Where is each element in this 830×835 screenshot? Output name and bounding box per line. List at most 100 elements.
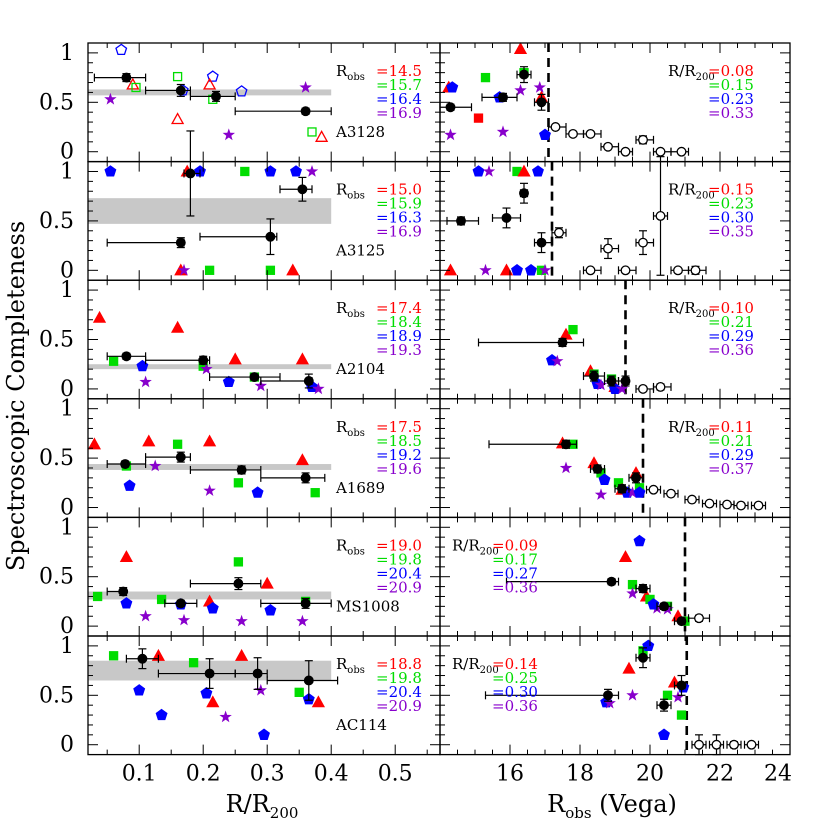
colored-point [234,648,249,661]
y-tick-label: 0 [60,733,74,758]
colored-point [446,81,459,93]
colored-point [200,362,213,375]
binned-point [300,598,311,609]
colored-point [104,92,117,105]
binned-point-open [666,488,676,499]
robs-label-title-sub: obs [347,191,365,202]
binned-point [121,351,132,362]
binned-point [175,237,186,248]
colored-point [443,263,458,276]
r200-label-title-sub: 200 [696,191,715,202]
y-tick-label: 0.5 [39,683,74,708]
colored-point [235,85,248,97]
binned-point [118,586,129,597]
binned-point-open [620,265,631,276]
colored-point [177,613,191,626]
binned-point-open [704,498,715,509]
binned-point-open [694,739,704,750]
binned-point-open [585,265,596,276]
robs-label-value: =14.5 [376,62,422,80]
binned-point-open [550,122,561,132]
r200-label-title: R/R200 [452,536,499,557]
right-panel [488,398,767,518]
colored-point [647,598,660,610]
colored-point [551,354,564,367]
y-axis-label: Spectroscopic Completeness [2,221,30,571]
binned-point [501,212,512,223]
colored-point [115,43,128,56]
colored-point [511,263,523,276]
r200-label-value: =0.15 [708,181,754,199]
cluster-name: A2104 [335,360,385,378]
binned-point [303,376,314,386]
binned-point-open [638,383,648,394]
colored-point [539,128,551,141]
left-panel [88,310,332,395]
cluster-name: A3128 [335,123,385,141]
colored-point [233,478,244,488]
r200-label-title-sub: 200 [696,309,715,320]
left-panel [88,130,332,276]
y-tick-label: 0.5 [39,328,74,353]
binned-point [592,464,603,474]
robs-label-title: Robs [336,62,365,83]
binned-point [456,215,466,226]
binned-point [631,472,641,483]
r200-label-value: =0.27 [492,564,538,582]
colored-point [480,72,491,83]
colored-point [525,263,537,276]
colored-point [517,164,531,177]
binned-point [137,653,148,664]
colored-point [222,375,235,388]
colored-point [482,165,496,177]
colored-point [305,165,319,177]
colored-point [633,486,646,498]
r200-label-value: =0.21 [708,432,754,450]
binned-point [211,91,221,102]
colored-point [92,591,103,602]
binned-point [121,72,132,83]
r200-label-title-main: R/R [452,655,480,673]
y-tick-label: 0 [60,258,74,283]
binned-point-open [620,146,631,157]
binned-point-open [638,134,648,145]
colored-point [513,42,528,54]
binned-point [175,452,186,463]
binned-point-open [638,237,648,248]
right-panel [439,42,690,162]
binned-point-open [753,500,764,511]
binned-point-open [655,381,666,392]
binned-point-open [676,146,687,157]
colored-point [295,352,310,365]
x-tick-label-left: 0.2 [186,762,221,787]
colored-point [307,127,317,137]
binned-point [300,472,311,483]
binned-point-open [673,265,683,276]
binned-point-open [736,500,746,511]
r200-label-title: R/R200 [668,299,715,320]
robs-label-title: Robs [336,181,365,202]
r200-label-title: R/R200 [668,181,715,202]
x-tick-label-left: 0.3 [250,762,285,787]
x-tick-label-left: 0.5 [378,762,413,787]
robs-label-value: =16.9 [376,104,422,122]
r200-label-value: =0.36 [492,697,538,715]
colored-point [188,658,199,668]
binned-point [659,700,669,711]
colored-point [222,128,235,141]
robs-label-value: =18.4 [376,313,422,331]
binned-point [498,92,508,103]
colored-point [473,113,484,123]
colored-point [533,81,546,93]
robs-label-title: Robs [336,418,365,439]
colored-point [203,484,216,496]
cluster-name: A1689 [335,479,385,497]
r200-label-value: =0.21 [708,313,754,331]
y-tick-label: 1 [60,515,74,540]
